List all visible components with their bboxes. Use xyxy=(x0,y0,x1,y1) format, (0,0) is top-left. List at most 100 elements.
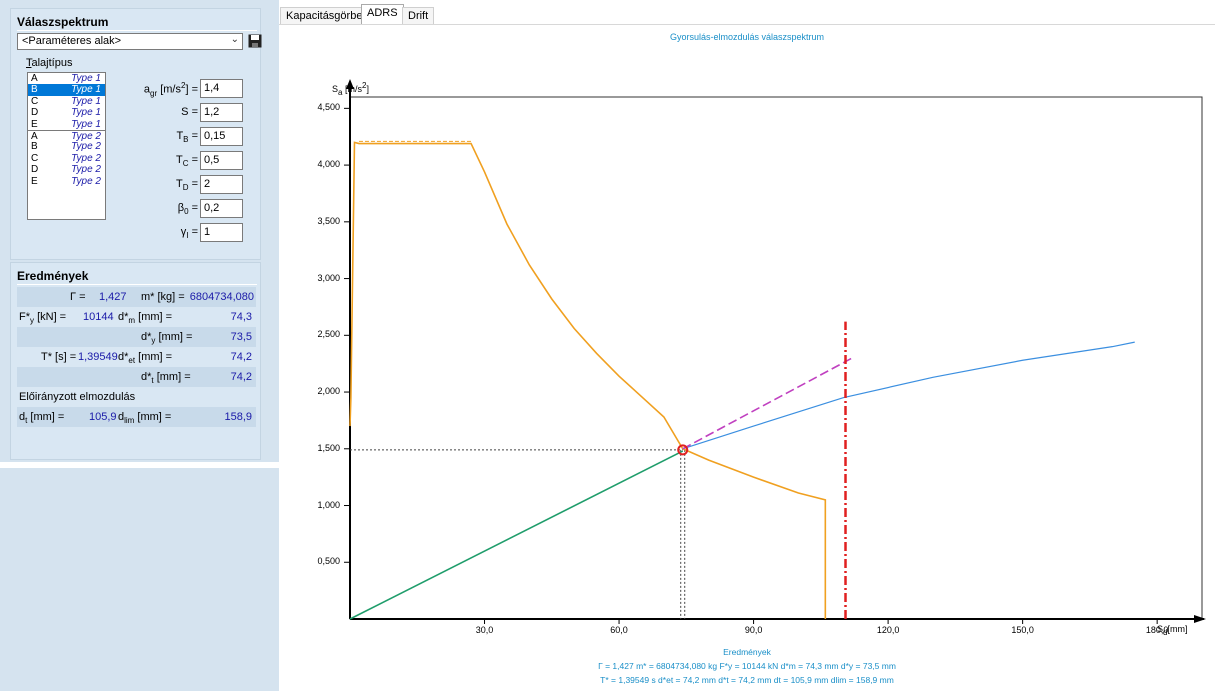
soil-type: Type 2 xyxy=(71,164,101,176)
soil-class: C xyxy=(31,152,39,164)
tab-kapacitasgorbe[interactable]: Kapacitásgörbe xyxy=(280,7,369,24)
results-grid: Γ = 1,427 m* [kg] = 6804734,080 F*y [kN]… xyxy=(17,287,256,427)
y-tick-label: 0,500 xyxy=(317,556,340,567)
tab-adrs[interactable]: ADRS xyxy=(361,4,404,25)
soil-type-item[interactable]: E Type 1 xyxy=(28,119,105,130)
y-tick-label: 2,000 xyxy=(317,386,340,397)
y-tick-label: 1,500 xyxy=(317,442,340,453)
x-tick-label: 60,0 xyxy=(610,625,628,635)
results-row: F*y [kN] = 10144 d*m [mm] = 74,3 xyxy=(17,307,256,327)
tc-input[interactable]: 0,5 xyxy=(200,151,243,170)
gamma-i-input[interactable]: 1 xyxy=(200,223,243,242)
soil-type: Type 1 xyxy=(71,107,101,119)
response-spectrum-panel: Válaszspektrum <Paraméteres alak> ⌄ Tala… xyxy=(10,8,262,260)
divider xyxy=(0,462,279,468)
dy-value: 73,5 xyxy=(230,331,252,343)
dt-value: 74,2 xyxy=(230,371,252,383)
beta0-input[interactable]: 0,2 xyxy=(200,199,243,218)
results-title: Eredmények xyxy=(17,269,89,283)
y-tick-label: 1,000 xyxy=(317,499,340,510)
gamma-i-label: γI = xyxy=(180,226,198,241)
soil-class: E xyxy=(31,118,38,130)
results-panel: Eredmények Γ = 1,427 m* [kg] = 6804734,0… xyxy=(10,262,261,460)
s-input[interactable]: 1,2 xyxy=(200,103,243,122)
divider xyxy=(17,284,257,285)
dt-target-label: dt [mm] = xyxy=(19,411,65,426)
soil-type-item[interactable]: C Type 2 xyxy=(28,153,105,164)
results-row: d*t [mm] = 74,2 xyxy=(17,367,256,387)
tb-input[interactable]: 0,15 xyxy=(200,127,243,146)
soil-class: E xyxy=(31,175,38,187)
mstar-label: m* [kg] = xyxy=(141,291,185,303)
td-input[interactable]: 2 xyxy=(200,175,243,194)
elastic-line xyxy=(349,450,684,620)
y-axis-arrow xyxy=(346,79,354,89)
soil-type-item[interactable]: D Type 1 xyxy=(28,107,105,118)
fy-label: F*y [kN] = xyxy=(19,311,67,326)
soil-type: Type 2 xyxy=(71,152,101,164)
tb-label: TB = xyxy=(176,130,198,145)
dlim-label: dlim [mm] = xyxy=(118,411,172,426)
fy-value: 10144 xyxy=(83,311,114,323)
det-label: d*et [mm] = xyxy=(118,351,173,366)
dt-target-value: 105,9 xyxy=(89,411,117,423)
soil-type: Type 1 xyxy=(71,84,101,96)
soil-class: D xyxy=(31,107,39,119)
chevron-down-icon: ⌄ xyxy=(230,34,239,45)
soil-type-item[interactable]: A Type 2 xyxy=(28,129,105,142)
preset-select[interactable]: <Paraméteres alak> ⌄ xyxy=(17,33,243,50)
soil-class: A xyxy=(31,130,38,142)
tstar-label: T* [s] = xyxy=(41,351,77,363)
soil-type: Type 2 xyxy=(71,141,101,153)
chart-title: Gyorsulás-elmozdulás válaszspektrum xyxy=(669,32,825,42)
dy-label: d*y [mm] = xyxy=(141,331,193,346)
divider xyxy=(17,30,257,31)
soil-type-item[interactable]: A Type 1 xyxy=(28,73,105,84)
preset-select-value: <Paraméteres alak> xyxy=(22,35,122,47)
extension-line xyxy=(682,357,853,450)
y-tick-label: 4,000 xyxy=(317,159,340,170)
y-tick-label: 4,500 xyxy=(317,102,340,113)
dm-label: d*m [mm] = xyxy=(118,311,173,326)
y-tick-label: 3,000 xyxy=(317,272,340,283)
soil-type: Type 2 xyxy=(71,175,101,187)
td-label: TD = xyxy=(176,178,198,193)
x-axis-label: Sd[mm] xyxy=(1157,624,1188,637)
soil-type: Type 1 xyxy=(71,95,101,107)
soil-type-item[interactable]: B Type 1 xyxy=(28,84,105,96)
agr-label: agr [m/s2] = xyxy=(143,81,198,98)
soil-type-item[interactable]: E Type 2 xyxy=(28,176,105,187)
agr-input[interactable]: 1,4 xyxy=(200,79,243,98)
footer-line-2: T* = 1,39549 s d*et = 74,2 mm d*t = 74,2… xyxy=(600,675,894,685)
soil-type-list[interactable]: A Type 1 B Type 1 C Type 1 D Type 1 E Type 1 A Type… xyxy=(27,72,106,220)
soil-class: B xyxy=(31,141,38,153)
soil-type: Type 2 xyxy=(71,130,101,142)
tab-drift[interactable]: Drift xyxy=(402,7,435,24)
s-label: S = xyxy=(181,106,198,118)
results-row: T* [s] = 1,39549 d*et [mm] = 74,2 xyxy=(17,347,256,367)
beta0-label: β0 = xyxy=(177,202,198,217)
performance-point xyxy=(677,444,689,456)
soil-type-item[interactable]: D Type 2 xyxy=(28,164,105,175)
dlim-value: 158,9 xyxy=(224,411,252,423)
soil-type-item[interactable]: B Type 2 xyxy=(28,141,105,152)
x-axis-arrow xyxy=(1194,615,1206,623)
save-icon[interactable] xyxy=(248,34,262,48)
y-tick-label: 2,500 xyxy=(317,329,340,340)
gamma-value: 1,427 xyxy=(99,291,127,303)
tc-label: TC = xyxy=(176,154,198,169)
results-row: d*y [mm] = 73,5 xyxy=(17,327,256,347)
soil-type: Type 1 xyxy=(71,118,101,130)
footer-title: Eredmények xyxy=(723,647,771,657)
plot-area xyxy=(344,79,1206,624)
tstar-value: 1,39549 xyxy=(78,351,118,363)
x-tick-label: 90,0 xyxy=(744,625,763,635)
x-tick-label: 150,0 xyxy=(1011,625,1034,635)
soil-type-item[interactable]: C Type 1 xyxy=(28,96,105,107)
panel-title: Válaszspektrum xyxy=(17,15,109,29)
soil-class: A xyxy=(31,73,38,84)
divider xyxy=(279,24,1215,25)
results-row: Γ = 1,427 m* [kg] = 6804734,080 xyxy=(17,287,256,307)
dt-label: d*t [mm] = xyxy=(141,371,191,386)
soil-class: C xyxy=(31,95,39,107)
